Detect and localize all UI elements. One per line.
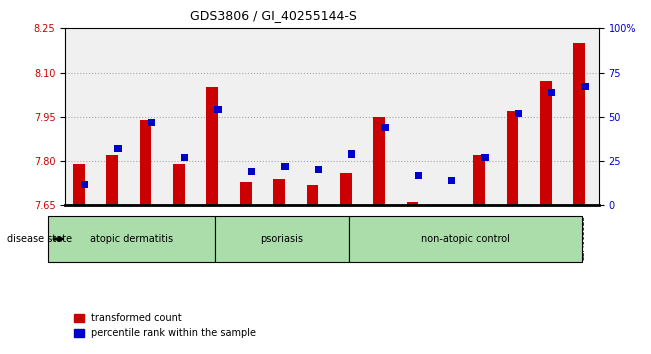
Bar <box>473 155 485 205</box>
Bar <box>106 155 118 205</box>
Text: disease state: disease state <box>7 234 72 244</box>
Bar <box>415 172 422 179</box>
Bar <box>173 164 185 205</box>
Bar <box>515 110 522 117</box>
Text: psoriasis: psoriasis <box>260 234 303 244</box>
Bar <box>281 163 288 170</box>
Bar <box>381 124 389 131</box>
Bar <box>181 154 188 161</box>
Bar <box>273 179 285 205</box>
Bar <box>148 119 155 126</box>
Text: atopic dermatitis: atopic dermatitis <box>90 234 173 244</box>
Bar <box>140 120 152 205</box>
Bar <box>214 106 222 113</box>
Bar <box>373 117 385 205</box>
Bar <box>348 150 355 158</box>
Bar <box>340 173 352 205</box>
Bar <box>540 81 552 205</box>
Bar <box>548 88 555 96</box>
Bar <box>206 87 218 205</box>
Bar <box>407 202 419 205</box>
Text: GDS3806 / GI_40255144-S: GDS3806 / GI_40255144-S <box>190 9 357 22</box>
Bar <box>574 43 585 205</box>
Bar <box>448 177 455 184</box>
Bar <box>581 83 589 90</box>
Legend: transformed count, percentile rank within the sample: transformed count, percentile rank withi… <box>70 309 260 342</box>
Bar <box>73 164 85 205</box>
Bar <box>81 181 89 188</box>
Bar <box>481 154 489 161</box>
Bar <box>115 145 122 152</box>
Text: non-atopic control: non-atopic control <box>421 234 510 244</box>
Bar <box>240 182 251 205</box>
Bar <box>248 168 255 175</box>
Bar <box>506 111 518 205</box>
Bar <box>307 185 318 205</box>
Bar <box>314 166 322 173</box>
